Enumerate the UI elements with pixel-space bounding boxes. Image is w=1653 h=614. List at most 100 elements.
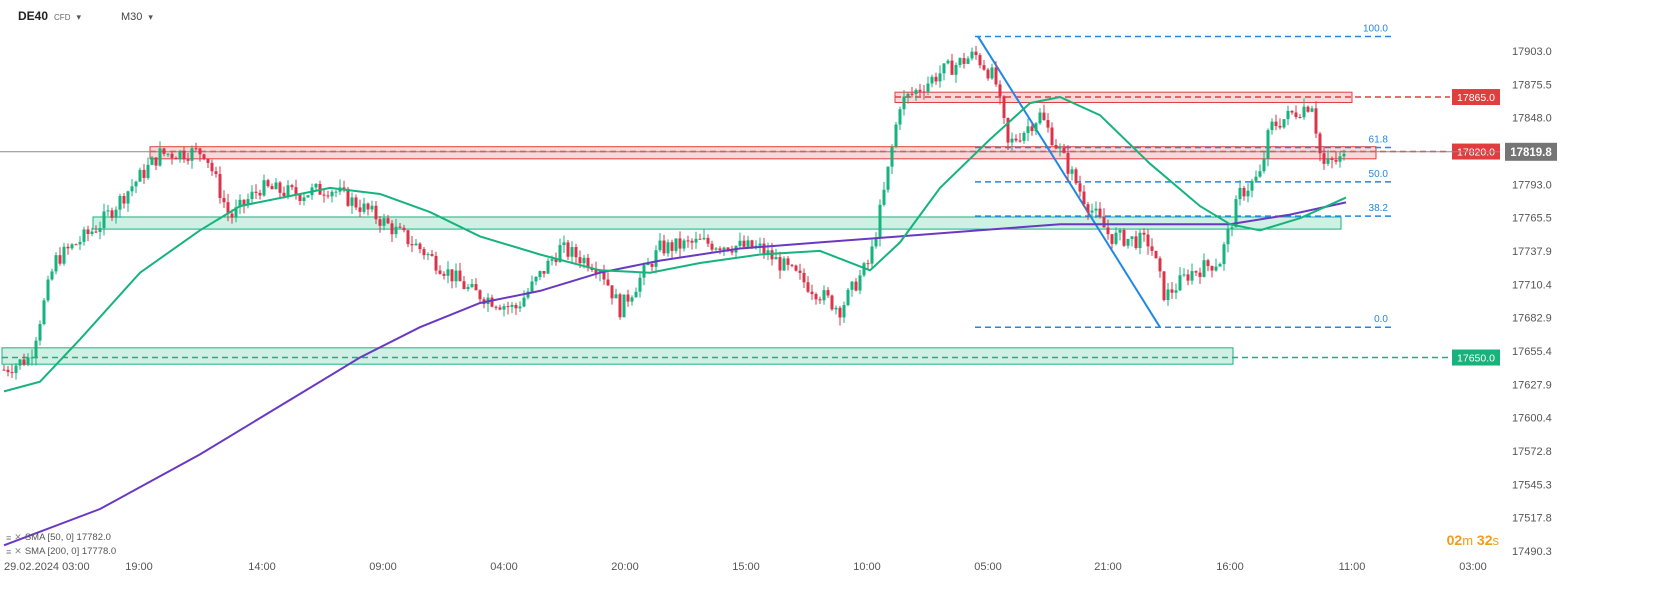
candle-body xyxy=(342,187,346,189)
candle-body xyxy=(186,159,190,161)
candle-body xyxy=(406,230,410,245)
candle-body xyxy=(786,258,790,265)
candle-body xyxy=(230,213,234,218)
candle-body xyxy=(938,73,942,82)
candle-body xyxy=(382,218,386,226)
candle-body xyxy=(1322,153,1326,164)
candle-body xyxy=(1002,96,1006,118)
candle-body xyxy=(1010,138,1014,143)
last-price-badge xyxy=(1505,142,1557,161)
candle-body xyxy=(826,290,830,296)
candle-body xyxy=(130,186,134,192)
candle-body xyxy=(874,238,878,247)
candle-body xyxy=(334,191,338,193)
candle-body xyxy=(226,202,230,214)
candle-body xyxy=(1138,232,1142,248)
candle-body xyxy=(954,65,958,75)
candle-body xyxy=(1342,153,1346,157)
candle-body xyxy=(982,65,986,70)
candle-body xyxy=(1166,289,1170,301)
candle-body xyxy=(470,284,474,287)
candle-body xyxy=(1026,126,1030,133)
candle-body xyxy=(298,194,302,201)
candle-body xyxy=(702,237,706,240)
candle-body xyxy=(1006,117,1010,143)
x-tick-label: 16:00 xyxy=(1216,561,1244,573)
settings-icon[interactable]: ≡ xyxy=(6,532,12,543)
y-tick-label: 17490.3 xyxy=(1512,546,1552,558)
candle-body xyxy=(1230,227,1234,229)
candle-body xyxy=(1218,264,1222,267)
candle-body xyxy=(626,294,630,302)
candle-body xyxy=(558,245,562,263)
candle-body xyxy=(198,148,202,155)
candle-body xyxy=(238,199,242,208)
candle-body xyxy=(1338,156,1342,162)
candle-body xyxy=(714,248,718,250)
candle-body xyxy=(1194,271,1198,273)
candle-body xyxy=(258,192,262,196)
timeframe-dropdown-icon[interactable]: ▾ xyxy=(148,12,153,22)
candle-body xyxy=(26,357,30,365)
candle-body xyxy=(990,67,994,79)
candle-body xyxy=(866,263,870,265)
candle-body xyxy=(450,269,454,282)
candle-body xyxy=(290,185,294,188)
candle-body xyxy=(82,229,86,242)
candle-body xyxy=(1302,106,1306,118)
candle-body xyxy=(606,279,610,286)
candle-body xyxy=(690,240,694,243)
candle-body xyxy=(1150,246,1154,251)
candle-body xyxy=(430,254,434,256)
candle-body xyxy=(562,242,566,246)
zone-resistance xyxy=(149,146,1377,160)
close-icon[interactable]: ✕ xyxy=(14,532,22,542)
candle-body xyxy=(994,67,998,85)
zone-support xyxy=(1,347,1234,365)
indicator-sma50[interactable]: ≡ ✕ SMA [50, 0] 17782.0 xyxy=(6,532,111,543)
candle-body xyxy=(1018,140,1022,142)
level-badge xyxy=(1452,349,1500,366)
candle-body xyxy=(622,294,626,318)
candle-body xyxy=(766,250,770,254)
candle-body xyxy=(1294,112,1298,117)
candle-body xyxy=(1190,271,1194,281)
candle-body xyxy=(946,60,950,64)
candle-body xyxy=(762,243,766,254)
candle-body xyxy=(394,226,398,235)
candle-body xyxy=(1066,152,1070,174)
candle-body xyxy=(350,197,354,206)
candle-body xyxy=(526,291,530,298)
close-icon[interactable]: ✕ xyxy=(14,546,22,556)
candle-body xyxy=(850,281,854,290)
candle-body xyxy=(70,244,74,249)
countdown-seconds-unit: s xyxy=(1492,533,1500,548)
symbol-dropdown-icon[interactable]: ▾ xyxy=(76,12,82,22)
indicator-label: SMA [50, 0] 17782.0 xyxy=(24,532,111,543)
y-tick-label: 17793.0 xyxy=(1512,179,1552,191)
candle-body xyxy=(1098,208,1102,217)
candle-body xyxy=(1310,108,1314,112)
candle-body xyxy=(54,255,58,272)
settings-icon[interactable]: ≡ xyxy=(6,546,12,557)
candle-body xyxy=(778,257,782,271)
candle-body xyxy=(1250,180,1254,191)
candle-body xyxy=(146,164,150,178)
candle-body xyxy=(1242,187,1246,197)
countdown-seconds: 32 xyxy=(1476,532,1493,548)
symbol-header: DE40 CFD ▾ M30 ▾ xyxy=(18,9,153,27)
candle-body xyxy=(494,306,498,308)
candle-body xyxy=(1214,266,1218,271)
x-tick-label: 21:00 xyxy=(1094,561,1122,573)
candle-body xyxy=(138,169,142,182)
candle-body xyxy=(870,246,874,264)
candle-body xyxy=(750,240,754,248)
candle-body xyxy=(1046,120,1050,128)
timeframe-selector[interactable]: M30 xyxy=(121,11,143,23)
symbol-name[interactable]: DE40 xyxy=(18,9,49,23)
x-tick-label: 04:00 xyxy=(490,561,518,573)
candle-body xyxy=(510,304,514,307)
indicator-sma200[interactable]: ≡ ✕ SMA [200, 0] 17778.0 xyxy=(6,546,116,557)
candle-body xyxy=(1226,228,1230,245)
